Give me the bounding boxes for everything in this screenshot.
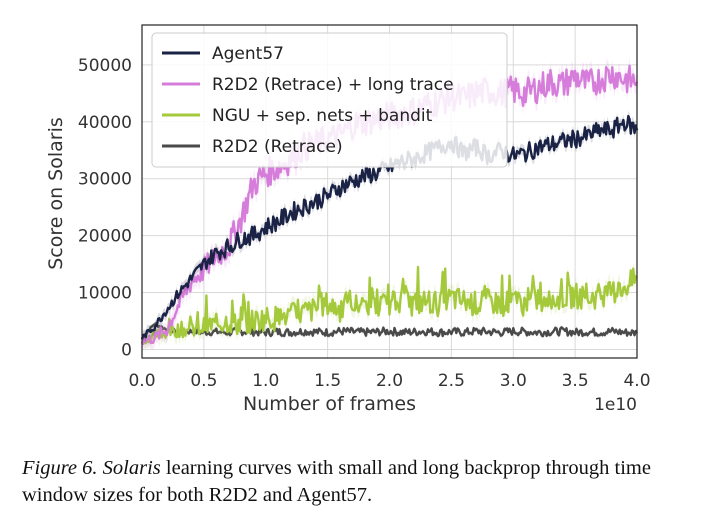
x-tick-label: 3.5: [562, 371, 589, 391]
series-line: [141, 322, 639, 339]
y-tick-label: 50000: [78, 56, 132, 76]
x-tick-label: 0.0: [128, 371, 155, 391]
y-axis-label: Score on Solaris: [45, 117, 67, 270]
x-ticks: 0.0 0.5 1.0 1.5 2.0 2.5 3.0 3.5 4.0: [128, 371, 650, 391]
plot-frame: [141, 24, 638, 359]
x-axis-scale-note: 1e10: [594, 395, 637, 415]
figure-caption: Figure 6. Solaris learning curves with s…: [22, 455, 687, 509]
x-tick-label: 4.0: [623, 371, 650, 391]
x-tick-label: 2.5: [438, 371, 465, 391]
legend-label: R2D2 (Retrace) + long trace: [212, 75, 454, 95]
y-tick-label: 20000: [78, 227, 132, 247]
x-tick-label: 0.5: [190, 371, 217, 391]
legend: Agent57 R2D2 (Retrace) + long trace NGU + …: [151, 32, 508, 168]
y-tick-label: 0: [121, 340, 132, 360]
caption-text: learning curves with small and long back…: [22, 457, 651, 506]
series-band: [142, 259, 637, 350]
legend-label: Agent57: [212, 44, 284, 64]
x-tick-label: 1.5: [314, 371, 341, 391]
legend-label: R2D2 (Retrace): [212, 137, 343, 157]
legend-label: NGU + sep. nets + bandit: [212, 106, 433, 126]
x-tick-label: 3.0: [500, 371, 527, 391]
y-tick-label: 30000: [78, 170, 132, 190]
x-tick-label: 1.0: [252, 371, 279, 391]
y-tick-label: 40000: [78, 113, 132, 133]
chart: 0.0 0.5 1.0 1.5 2.0 2.5 3.0 3.5 4.0 0 10000 20000 3…: [45, 24, 651, 415]
caption-game-name: Solaris: [102, 457, 161, 479]
legend-box: [151, 32, 508, 168]
y-ticks: 0 10000 20000 30000 40000 50000: [78, 56, 132, 361]
x-axis-label: Number of frames: [243, 393, 416, 415]
caption-figure-label: Figure 6.: [22, 457, 98, 479]
x-tick-label: 2.0: [376, 371, 403, 391]
series-line: [140, 265, 639, 345]
y-tick-label: 10000: [78, 284, 132, 304]
